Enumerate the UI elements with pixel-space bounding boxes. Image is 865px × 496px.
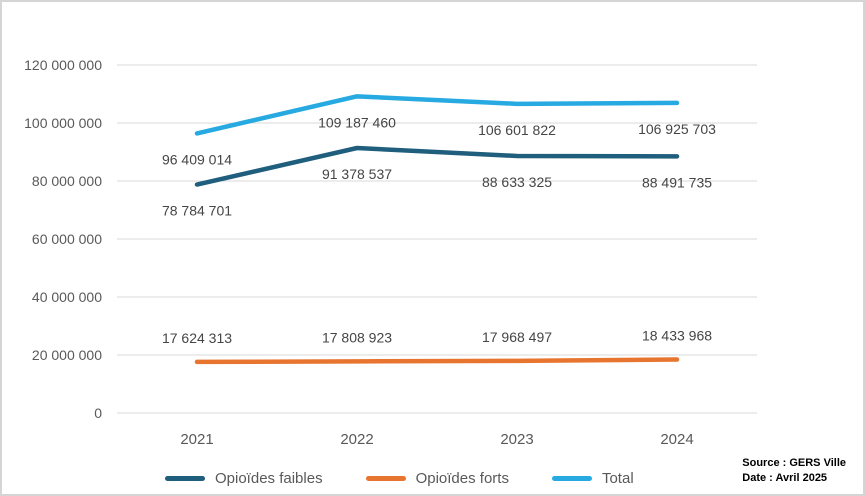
chart-legend: Opioïdes faibles Opioïdes forts Total <box>165 468 634 488</box>
source-note: Source : GERS Ville Date : Avril 2025 <box>742 456 846 486</box>
line-series-marker-icon <box>365 475 406 481</box>
data-label: 78 784 701 <box>162 203 232 219</box>
legend-label: Opioïdes forts <box>415 469 509 487</box>
data-label: 91 378 537 <box>322 166 392 182</box>
date-line: Date : Avril 2025 <box>742 472 828 484</box>
series-line[interactable] <box>194 357 680 365</box>
data-labels: 96 409 014 109 187 460 106 601 822 106 925 … <box>162 114 716 167</box>
data-label: 18 433 968 <box>642 328 712 344</box>
data-label: 17 808 923 <box>322 329 392 345</box>
y-tick-label: 60 000 000 <box>32 231 102 247</box>
series-opio-des-forts[interactable] <box>194 357 680 365</box>
y-axis-tick-labels: 0 20 000 000 40 000 000 60 000 000 80 000 00… <box>24 57 102 421</box>
data-label: 96 409 014 <box>162 151 232 167</box>
gridlines <box>117 64 757 414</box>
data-label: 88 491 735 <box>642 174 712 190</box>
legend-item-opioides-faibles[interactable]: Opioïdes faibles <box>165 468 323 488</box>
data-label: 88 633 325 <box>482 174 552 190</box>
series-line[interactable] <box>194 94 680 136</box>
data-label: 17 624 313 <box>162 330 232 346</box>
line-series-marker-icon <box>165 475 205 481</box>
data-label: 109 187 460 <box>318 114 396 130</box>
y-tick-label: 100 000 000 <box>24 115 102 131</box>
y-tick-label: 0 <box>94 405 102 421</box>
data-labels: 17 624 313 17 808 923 17 968 497 18 433 968 <box>162 328 712 346</box>
x-tick-label: 2023 <box>500 431 533 448</box>
line-series-marker-icon <box>551 475 592 481</box>
x-axis-tick-labels: 2021 2022 2023 2024 <box>180 431 693 448</box>
legend-item-opioides-forts[interactable]: Opioïdes forts <box>365 468 509 488</box>
x-tick-label: 2024 <box>660 431 693 448</box>
y-tick-label: 80 000 000 <box>32 173 102 189</box>
data-label: 106 925 703 <box>638 121 716 137</box>
series-total[interactable] <box>194 94 680 136</box>
data-label: 17 968 497 <box>482 329 552 345</box>
series-opio-des-faibles[interactable] <box>194 145 680 187</box>
series-line[interactable] <box>194 145 680 187</box>
legend-label: Total <box>601 469 634 487</box>
data-labels: 78 784 701 91 378 537 88 633 325 88 491 735 <box>162 166 712 219</box>
source-line: Source : GERS Ville <box>742 457 846 469</box>
data-label: 106 601 822 <box>478 122 556 138</box>
x-tick-label: 2022 <box>340 431 373 448</box>
y-tick-label: 20 000 000 <box>32 347 102 363</box>
y-tick-label: 40 000 000 <box>32 289 102 305</box>
legend-item-total[interactable]: Total <box>551 468 634 488</box>
legend-label: Opioïdes faibles <box>215 469 323 487</box>
x-tick-label: 2021 <box>180 431 213 448</box>
y-tick-label: 120 000 000 <box>24 57 102 73</box>
